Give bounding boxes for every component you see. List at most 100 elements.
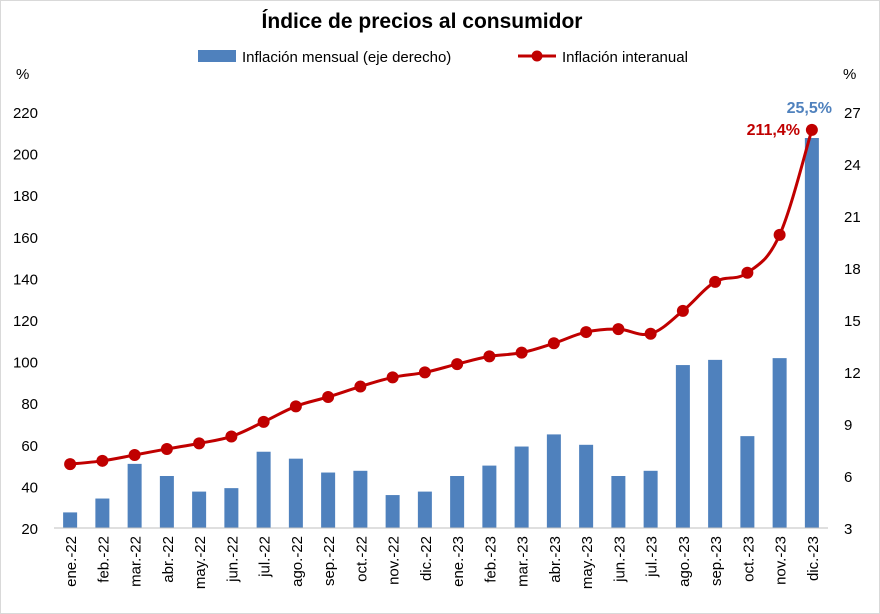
x-tick-label: feb.-23	[482, 536, 499, 583]
monthly-bar	[288, 458, 303, 528]
x-tick-label: dic.-23	[805, 536, 822, 581]
monthly-bar	[772, 358, 787, 528]
annual-marker	[128, 448, 141, 461]
annual-marker	[322, 390, 335, 403]
left-tick-label: 140	[13, 271, 38, 288]
annual-marker	[193, 437, 206, 450]
monthly-bar	[353, 470, 368, 528]
monthly-bar	[417, 491, 432, 528]
x-tick-label: sep.-22	[321, 536, 338, 586]
x-tick-label: ago.-22	[289, 536, 306, 587]
annual-inflation-line	[69, 129, 814, 466]
monthly-bar	[450, 476, 465, 528]
x-tick-label: ene.-23	[450, 536, 467, 587]
monthly-bar	[740, 436, 755, 528]
right-axis-unit: %	[843, 66, 856, 83]
right-tick-label: 24	[844, 157, 861, 174]
monthly-bar	[579, 444, 594, 528]
x-tick-label: may.-23	[579, 536, 596, 589]
left-tick-label: 200	[13, 147, 38, 164]
monthly-bar	[159, 476, 174, 528]
right-tick-label: 9	[844, 417, 852, 434]
legend-swatch-annual-marker	[531, 50, 543, 62]
callout-annual: 211,4%	[747, 122, 800, 139]
x-tick-label: may.-22	[192, 536, 209, 589]
left-tick-label: 60	[21, 438, 38, 455]
x-tick-label: dic.-22	[418, 536, 435, 581]
x-tick-label: ene.-22	[63, 536, 80, 587]
monthly-bar	[804, 138, 819, 528]
x-tick-label: jun.-23	[611, 536, 628, 583]
annual-marker	[354, 380, 367, 393]
monthly-bar	[321, 472, 336, 528]
callout-monthly: 25,5%	[787, 100, 832, 117]
x-tick-label: oct.-22	[353, 536, 370, 582]
annual-marker	[709, 275, 722, 288]
monthly-bar	[482, 465, 497, 528]
annual-marker	[289, 400, 302, 413]
monthly-bar	[95, 498, 110, 528]
monthly-bar	[611, 476, 626, 528]
x-tick-label: abr.-22	[160, 536, 177, 583]
monthly-bar	[708, 359, 723, 528]
left-tick-label: 180	[13, 188, 38, 205]
x-tick-label: jul.-22	[257, 536, 274, 578]
legend-label-annual: Inflación interanual	[562, 49, 688, 66]
left-tick-label: 220	[13, 105, 38, 122]
legend: Inflación mensual (eje derecho) Inflació…	[198, 49, 688, 66]
right-tick-label: 21	[844, 209, 861, 226]
x-tick-label: mar.-23	[515, 536, 532, 587]
x-tick-label: feb.-22	[95, 536, 112, 583]
right-tick-label: 18	[844, 261, 861, 278]
annual-marker	[515, 346, 528, 359]
annual-marker	[257, 415, 270, 428]
monthly-bar	[385, 495, 400, 528]
left-tick-label: 100	[13, 355, 38, 372]
x-tick-label: sep.-23	[708, 536, 725, 586]
annual-marker	[676, 304, 689, 317]
monthly-bars	[63, 138, 819, 528]
right-axis-ticks: 3 6 9 12 15 18 21 24 27	[844, 105, 861, 538]
x-tick-label: abr.-23	[547, 536, 564, 583]
annual-marker	[644, 327, 657, 340]
annual-marker	[386, 371, 399, 384]
left-tick-label: 20	[21, 521, 38, 538]
monthly-bar	[546, 434, 561, 528]
annual-marker	[225, 430, 238, 443]
right-tick-label: 6	[844, 469, 852, 486]
annual-marker	[483, 350, 496, 363]
x-tick-label: jun.-22	[224, 536, 241, 583]
legend-label-monthly: Inflación mensual (eje derecho)	[242, 49, 451, 66]
x-tick-label: ago.-23	[676, 536, 693, 587]
left-tick-label: 120	[13, 313, 38, 330]
annual-marker	[773, 228, 786, 241]
x-tick-label: jul.-23	[644, 536, 661, 578]
left-tick-label: 80	[21, 396, 38, 413]
annual-markers	[64, 123, 818, 471]
annual-marker	[418, 366, 431, 379]
annual-marker	[741, 266, 754, 279]
monthly-bar	[63, 512, 78, 528]
monthly-bar	[192, 491, 207, 528]
right-tick-label: 15	[844, 313, 861, 330]
monthly-bar	[127, 463, 142, 528]
chart-title: Índice de precios al consumidor	[262, 10, 583, 33]
monthly-bar	[514, 446, 529, 528]
x-tick-label: mar.-22	[128, 536, 145, 587]
annual-marker	[612, 323, 625, 336]
left-axis-ticks: 20 40 60 80 100 120 140 160 180 200 220	[13, 105, 38, 538]
annual-marker	[451, 358, 464, 371]
monthly-bar	[256, 451, 271, 528]
legend-swatch-monthly	[198, 50, 236, 62]
x-tick-label: oct.-23	[740, 536, 757, 582]
right-tick-label: 27	[844, 105, 861, 122]
annual-marker	[547, 337, 560, 350]
x-tick-label: nov.-23	[773, 536, 790, 585]
annual-marker	[64, 458, 77, 471]
x-tick-label: nov.-22	[386, 536, 403, 585]
left-tick-label: 160	[13, 230, 38, 247]
right-tick-label: 3	[844, 521, 852, 538]
monthly-bar	[675, 365, 690, 528]
